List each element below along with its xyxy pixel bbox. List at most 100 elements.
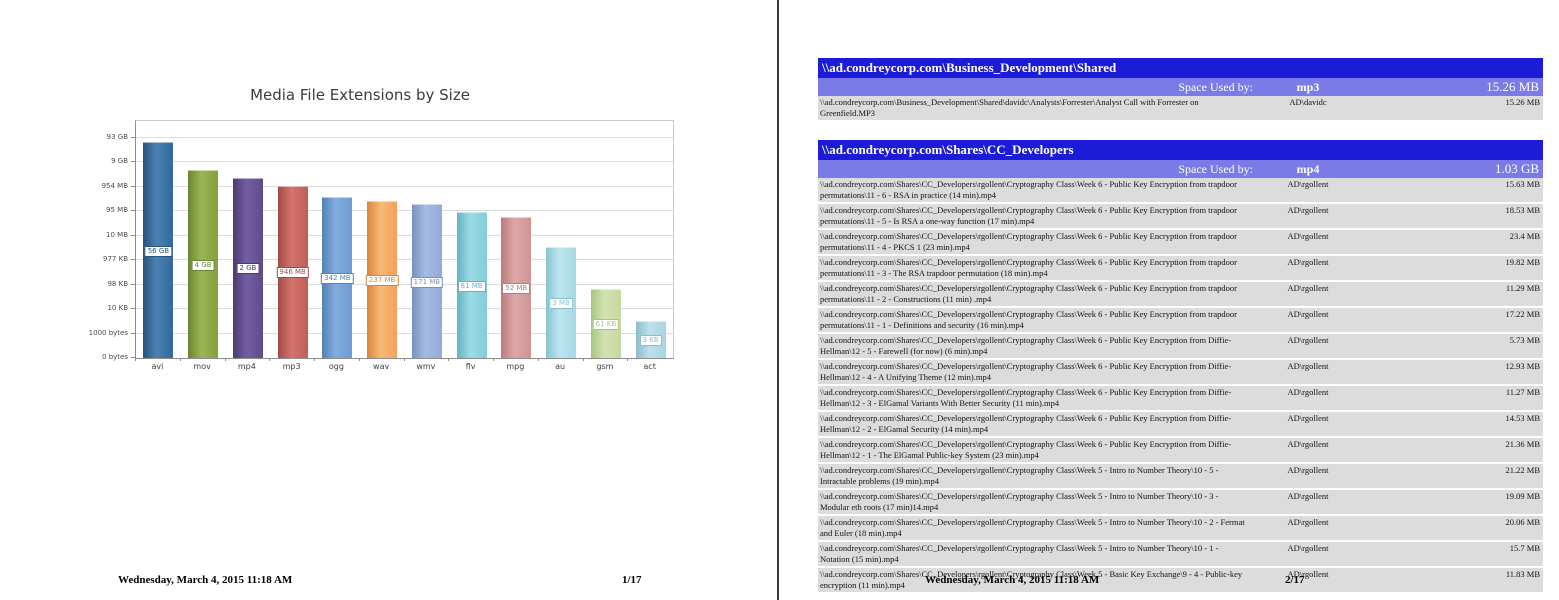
- share-table-1: \\ad.condreycorp.com\Business_Developmen…: [818, 58, 1543, 122]
- gridline: [136, 332, 673, 334]
- file-size: 19.82 MB: [1505, 257, 1540, 267]
- gridline: [136, 234, 673, 236]
- file-path: \\ad.condreycorp.com\Shares\CC_Developer…: [820, 283, 1237, 304]
- bar-value-label: 171 MB: [410, 276, 444, 288]
- file-path: \\ad.condreycorp.com\Shares\CC_Developer…: [820, 231, 1237, 252]
- file-path: \\ad.condreycorp.com\Business_Developmen…: [820, 97, 1199, 118]
- x-axis-label-mpg: mpg: [506, 362, 525, 371]
- bar-value-label: 237 MB: [365, 274, 399, 286]
- extension-label: mp4: [1296, 162, 1320, 176]
- table-row: \\ad.condreycorp.com\Shares\CC_Developer…: [818, 230, 1543, 256]
- file-path: \\ad.condreycorp.com\Shares\CC_Developer…: [820, 517, 1245, 538]
- file-size: 18.53 MB: [1505, 205, 1540, 215]
- y-axis-tick: [131, 210, 136, 212]
- file-path: \\ad.condreycorp.com\Shares\CC_Developer…: [820, 205, 1237, 226]
- file-size: 11.29 MB: [1505, 283, 1540, 293]
- file-size: 11.27 MB: [1505, 387, 1540, 397]
- file-owner: AD\rgollent: [1287, 439, 1329, 449]
- x-axis-label-avi: avi: [151, 362, 164, 371]
- bar-value-label: 52 MB: [502, 282, 531, 294]
- file-path: \\ad.condreycorp.com\Shares\CC_Developer…: [820, 335, 1232, 356]
- y-axis-tick: [131, 308, 136, 310]
- gridline: [136, 283, 673, 285]
- footer-page-number: 1/17: [622, 574, 642, 586]
- footer-date: Wednesday, March 4, 2015 11:18 AM: [925, 574, 1100, 586]
- x-axis-tick: [358, 358, 360, 361]
- x-axis-label-mp4: mp4: [237, 362, 256, 371]
- bar-value-label: 2 GB: [236, 263, 260, 275]
- page-divider: [777, 0, 779, 600]
- table-row: \\ad.condreycorp.com\Shares\CC_Developer…: [818, 438, 1543, 464]
- file-size: 15.26 MB: [1505, 97, 1540, 107]
- gridline: [136, 308, 673, 310]
- bar-value-label: 4 GB: [191, 259, 215, 271]
- bar-value-label: 3 MB: [549, 298, 573, 310]
- y-axis-label: 1000 bytes: [88, 328, 128, 337]
- file-path: \\ad.condreycorp.com\Shares\CC_Developer…: [820, 413, 1232, 434]
- gridline: [136, 185, 673, 187]
- y-axis-tick: [131, 259, 136, 261]
- table-row: \\ad.condreycorp.com\Shares\CC_Developer…: [818, 412, 1543, 438]
- y-axis-label: 9 GB: [111, 157, 128, 166]
- file-size: 15.63 MB: [1505, 179, 1540, 189]
- x-axis-label-au: au: [555, 362, 566, 371]
- file-size: 19.09 MB: [1505, 491, 1540, 501]
- extension-label: mp3: [1296, 80, 1320, 94]
- gridline: [136, 137, 673, 138]
- file-owner: AD\rgollent: [1287, 387, 1329, 397]
- file-owner: AD\rgollent: [1287, 231, 1329, 241]
- y-axis-label: 977 KB: [103, 255, 128, 264]
- x-axis-tick: [179, 358, 181, 361]
- file-owner: AD\rgollent: [1287, 569, 1329, 579]
- gridline: [136, 259, 673, 261]
- y-axis-tick: [131, 137, 136, 138]
- report-page-2: \\ad.condreycorp.com\Business_Developmen…: [780, 0, 1559, 600]
- x-axis-tick: [537, 358, 539, 361]
- table-subheader: Space Used by: mp4 1.03 GB: [818, 160, 1543, 178]
- total-size: 15.26 MB: [1486, 79, 1539, 94]
- x-axis-label-mov: mov: [193, 362, 211, 371]
- table-row: \\ad.condreycorp.com\Business_Developmen…: [818, 96, 1543, 122]
- file-owner: AD\rgollent: [1287, 543, 1329, 553]
- y-axis-label: 98 KB: [107, 279, 128, 288]
- x-axis-label-ogg: ogg: [328, 362, 344, 371]
- table-title: \\ad.condreycorp.com\Business_Developmen…: [818, 58, 1543, 78]
- file-owner: AD\rgollent: [1287, 413, 1329, 423]
- bar-value-label: 56 GB: [144, 245, 173, 257]
- y-axis-label: 95 MB: [106, 206, 128, 215]
- file-owner: AD\rgollent: [1287, 179, 1329, 189]
- file-size: 20.06 MB: [1505, 517, 1540, 527]
- file-size: 21.22 MB: [1505, 465, 1540, 475]
- file-path: \\ad.condreycorp.com\Shares\CC_Developer…: [820, 257, 1237, 278]
- x-axis-tick: [493, 358, 494, 361]
- file-path: \\ad.condreycorp.com\Shares\CC_Developer…: [820, 387, 1232, 408]
- file-owner: AD\rgollent: [1287, 205, 1329, 215]
- file-path: \\ad.condreycorp.com\Shares\CC_Developer…: [820, 309, 1237, 330]
- x-axis-tick: [314, 358, 315, 361]
- file-size: 23.4 MB: [1509, 231, 1540, 241]
- space-used-label: Space Used by:: [1178, 80, 1253, 94]
- file-size: 11.83 MB: [1505, 569, 1540, 579]
- x-axis-label-gsm: gsm: [596, 362, 614, 371]
- file-path: \\ad.condreycorp.com\Shares\CC_Developer…: [820, 543, 1219, 564]
- space-used-label: Space Used by:: [1178, 162, 1253, 176]
- y-axis-tick: [131, 357, 136, 358]
- y-axis-tick: [131, 161, 136, 163]
- footer-page-number: 2/17: [1285, 574, 1305, 586]
- table-row: \\ad.condreycorp.com\Shares\CC_Developer…: [818, 542, 1543, 568]
- x-axis-label-act: act: [643, 362, 656, 371]
- gridline: [136, 161, 673, 163]
- table-row: \\ad.condreycorp.com\Shares\CC_Developer…: [818, 308, 1543, 334]
- table-row: \\ad.condreycorp.com\Shares\CC_Developer…: [818, 516, 1543, 542]
- table-row: \\ad.condreycorp.com\Shares\CC_Developer…: [818, 360, 1543, 386]
- file-owner: AD\rgollent: [1287, 283, 1329, 293]
- table-row: \\ad.condreycorp.com\Shares\CC_Developer…: [818, 256, 1543, 282]
- file-path: \\ad.condreycorp.com\Shares\CC_Developer…: [820, 491, 1219, 512]
- file-size: 17.22 MB: [1505, 309, 1540, 319]
- table-row: \\ad.condreycorp.com\Shares\CC_Developer…: [818, 178, 1543, 204]
- file-owner: AD\rgollent: [1287, 465, 1329, 475]
- x-axis-tick: [582, 358, 584, 361]
- x-axis-label-wav: wav: [373, 362, 390, 371]
- bar-value-label: 946 MB: [276, 267, 309, 279]
